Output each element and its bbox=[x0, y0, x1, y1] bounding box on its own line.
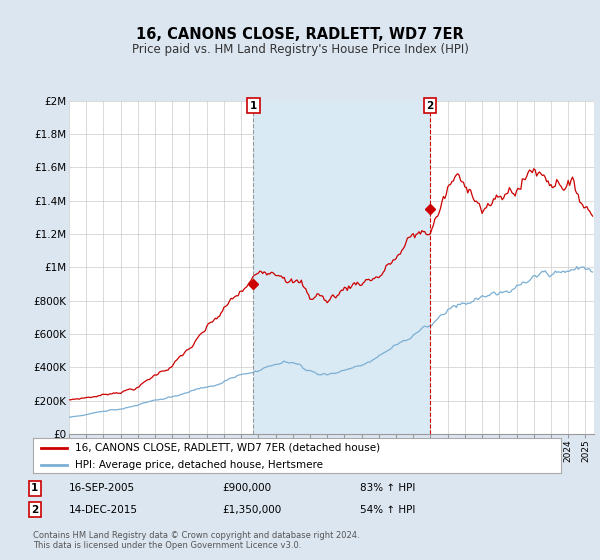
Text: 2: 2 bbox=[426, 101, 433, 111]
Text: 16, CANONS CLOSE, RADLETT, WD7 7ER (detached house): 16, CANONS CLOSE, RADLETT, WD7 7ER (deta… bbox=[75, 443, 380, 453]
Text: 1: 1 bbox=[250, 101, 257, 111]
Text: £1,350,000: £1,350,000 bbox=[222, 505, 281, 515]
Text: Contains HM Land Registry data © Crown copyright and database right 2024.
This d: Contains HM Land Registry data © Crown c… bbox=[33, 531, 359, 550]
Text: 1: 1 bbox=[31, 483, 38, 493]
Text: 16, CANONS CLOSE, RADLETT, WD7 7ER: 16, CANONS CLOSE, RADLETT, WD7 7ER bbox=[136, 27, 464, 42]
Text: 16-SEP-2005: 16-SEP-2005 bbox=[69, 483, 135, 493]
Bar bbox=[253, 101, 430, 434]
Text: Price paid vs. HM Land Registry's House Price Index (HPI): Price paid vs. HM Land Registry's House … bbox=[131, 43, 469, 55]
Text: £900,000: £900,000 bbox=[222, 483, 271, 493]
Text: HPI: Average price, detached house, Hertsmere: HPI: Average price, detached house, Hert… bbox=[75, 460, 323, 470]
Text: 2: 2 bbox=[31, 505, 38, 515]
Text: 14-DEC-2015: 14-DEC-2015 bbox=[69, 505, 138, 515]
Text: 54% ↑ HPI: 54% ↑ HPI bbox=[360, 505, 415, 515]
Text: 83% ↑ HPI: 83% ↑ HPI bbox=[360, 483, 415, 493]
